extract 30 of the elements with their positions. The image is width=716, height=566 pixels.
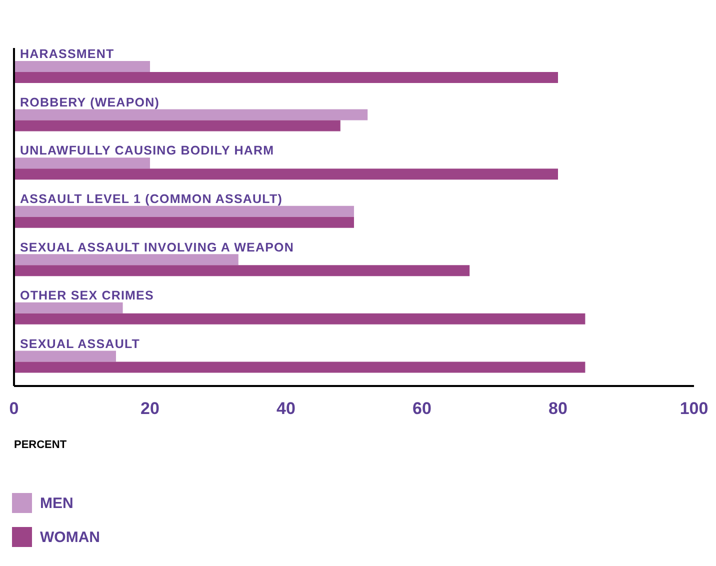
- y-tick-label: SEXUAL ASSAULT INVOLVING A WEAPON: [20, 240, 294, 254]
- bar: [14, 120, 340, 132]
- legend-label: MEN: [40, 494, 74, 512]
- x-tick-label: 100: [680, 399, 708, 418]
- x-tick-label: 40: [276, 399, 296, 418]
- y-tick-label: ROBBERY (WEAPON): [20, 95, 160, 110]
- bar: [14, 302, 123, 314]
- bar: [14, 362, 586, 373]
- bar: [14, 216, 354, 228]
- bar: [14, 254, 238, 266]
- x-tick-label: 20: [140, 399, 160, 418]
- bar: [14, 72, 558, 83]
- y-tick-label: HARASSMENT: [20, 47, 114, 62]
- bar: [14, 158, 150, 169]
- bar: [14, 206, 354, 217]
- bar: [14, 350, 116, 362]
- y-tick-label: OTHER SEX CRIMES: [20, 288, 154, 303]
- x-tick-label: 60: [412, 399, 432, 418]
- x-tick-label: 0: [9, 399, 19, 418]
- bar: [14, 265, 470, 276]
- bar: [14, 61, 150, 72]
- x-axis-title: PERCENT: [14, 439, 67, 451]
- y-tick-label: UNLAWFULLY CAUSING BODILY HARM: [20, 144, 274, 158]
- x-tick-label: 80: [548, 399, 568, 418]
- bar: [14, 109, 368, 120]
- legend-label: WOMAN: [40, 528, 100, 546]
- bar: [14, 168, 558, 180]
- y-tick-label: ASSAULT LEVEL 1 (COMMON ASSAULT): [20, 192, 282, 206]
- y-tick-label: SEXUAL ASSAULT: [20, 336, 140, 351]
- bar: [14, 313, 586, 324]
